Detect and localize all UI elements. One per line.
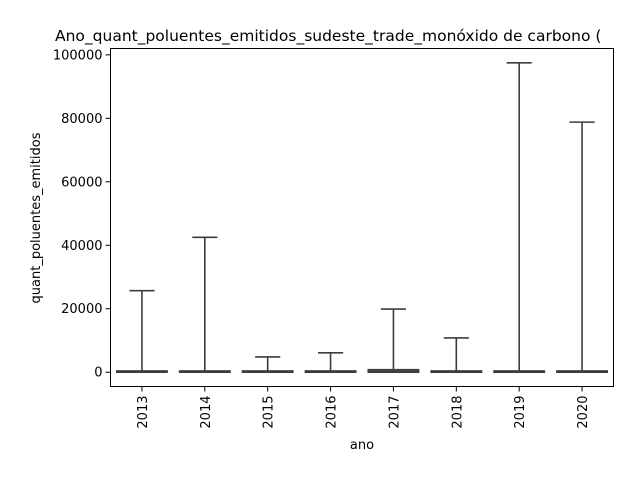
x-tick-label: 2013 (136, 396, 151, 429)
x-tick-label: 2016 (325, 396, 340, 429)
x-tick-label: 2019 (513, 396, 528, 429)
y-tick-label: 60000 (61, 175, 102, 190)
x-axis: 2013 2014 2015 2016 2017 2018 2019 2020 (136, 386, 591, 429)
x-tick-label: 2020 (576, 396, 591, 429)
box-2017 (367, 308, 420, 374)
box-2013 (115, 289, 168, 374)
y-tick-label: 20000 (61, 302, 102, 317)
y-tick-label: 100000 (53, 48, 103, 63)
box-2018 (430, 337, 483, 374)
box-2019 (493, 61, 546, 374)
x-tick-label: 2017 (387, 396, 402, 429)
chart-title: Ano_quant_poluentes_emitidos_sudeste_tra… (55, 27, 601, 46)
y-axis: 0 20000 40000 60000 80000 100000 (53, 48, 111, 381)
box-2015 (241, 356, 294, 374)
plot-area (115, 61, 609, 374)
box-2014 (178, 236, 231, 374)
y-axis-label: quant_poluentes_emitidos (29, 132, 44, 303)
plot-frame (110, 48, 614, 387)
y-tick-label: 0 (94, 366, 102, 381)
y-tick-label: 40000 (61, 239, 102, 254)
x-axis-label: ano (350, 438, 374, 453)
box-2016 (304, 352, 357, 374)
x-tick-label: 2015 (262, 396, 277, 429)
x-tick-label: 2018 (450, 396, 465, 429)
box-2020 (556, 121, 609, 374)
x-tick-label: 2014 (199, 396, 214, 429)
y-tick-label: 80000 (61, 112, 102, 127)
